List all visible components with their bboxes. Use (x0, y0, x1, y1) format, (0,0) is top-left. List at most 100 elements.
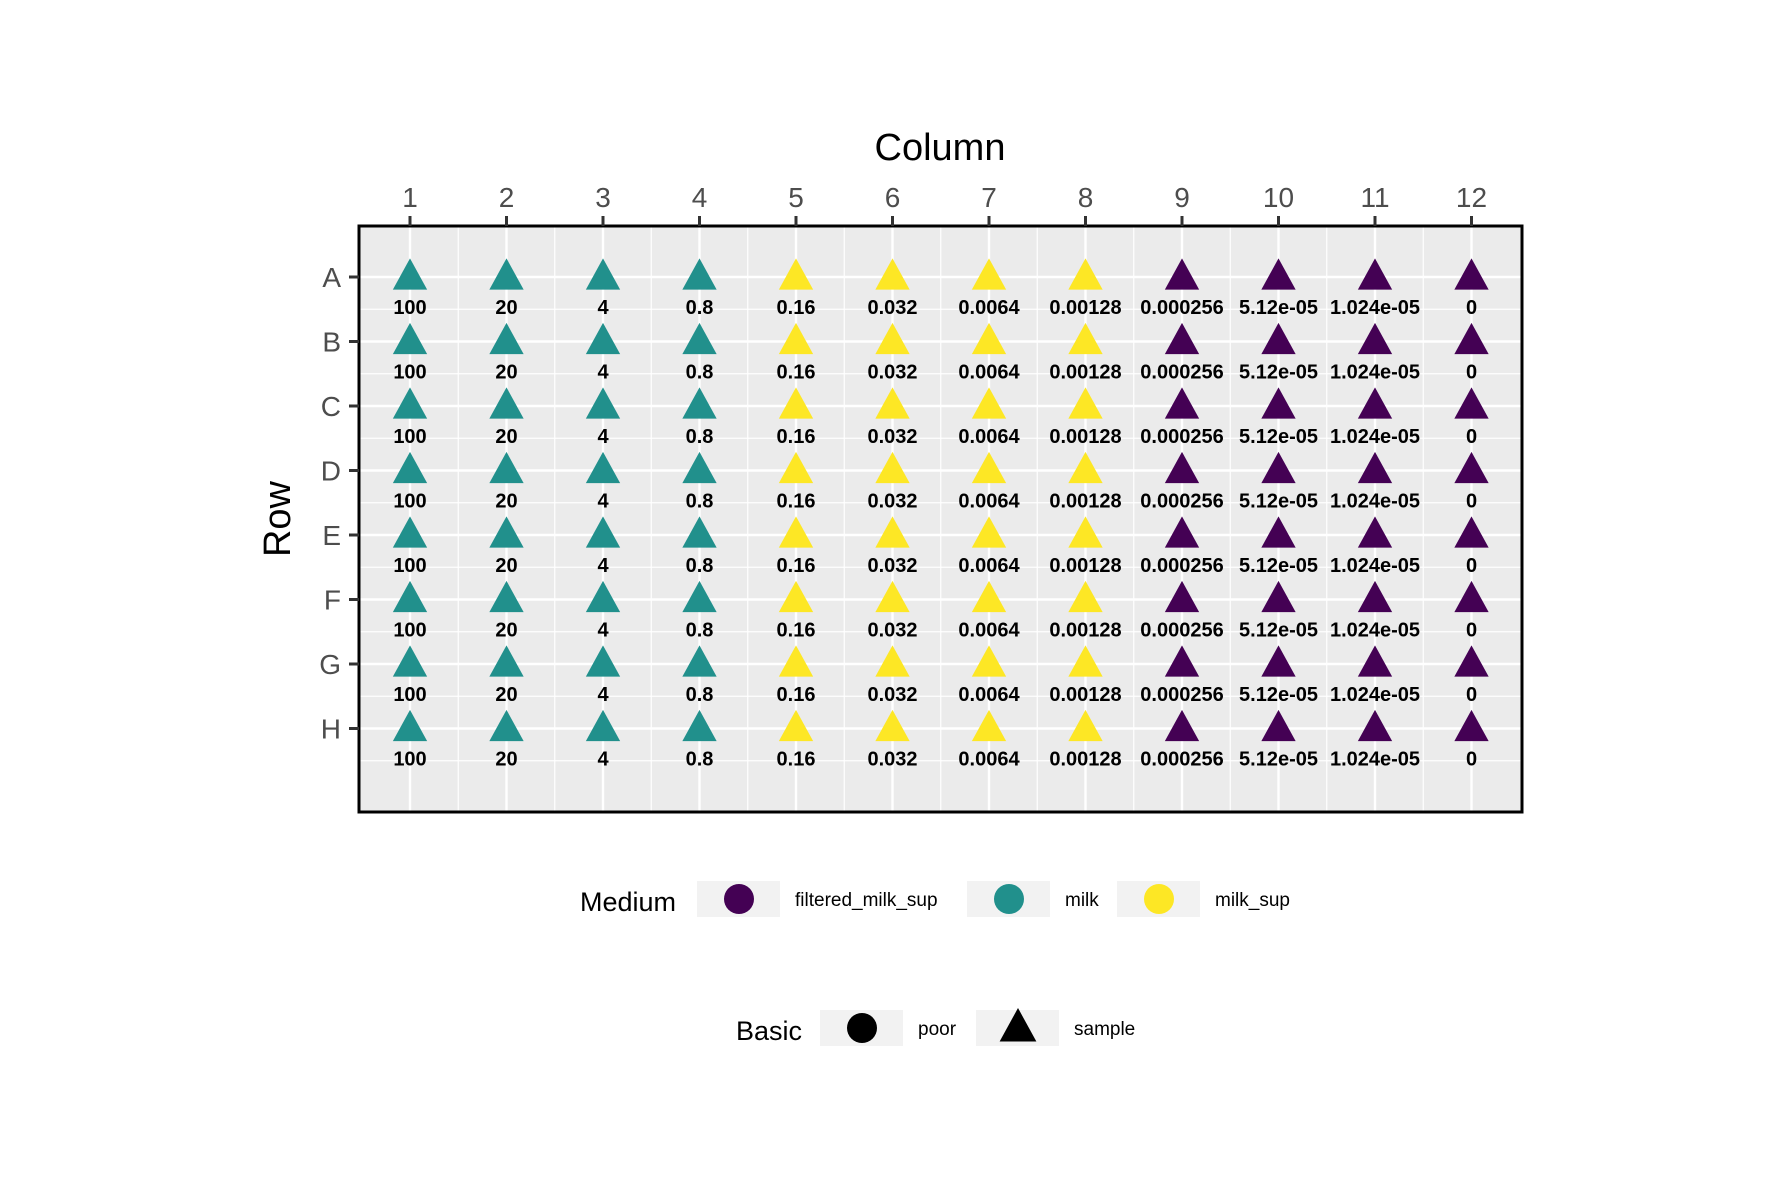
well-label-F11: 1.024e-05 (1330, 620, 1420, 642)
well-label-C9: 0.000256 (1140, 426, 1223, 448)
well-marker-E4 (682, 516, 717, 548)
x-tick-label: 2 (499, 182, 515, 213)
x-tick-label: 3 (595, 182, 611, 213)
well-marker-B2 (489, 322, 524, 355)
well-marker-E10 (1261, 516, 1296, 548)
well-label-E6: 0.032 (867, 555, 917, 577)
well-label-G7: 0.0064 (958, 684, 1020, 706)
x-tick-label: 12 (1456, 182, 1487, 213)
well-label-B9: 0.000256 (1140, 362, 1223, 384)
well-label-H6: 0.032 (867, 749, 917, 771)
well-marker-E8 (1068, 516, 1103, 548)
well-label-F1: 100 (393, 620, 426, 642)
well-label-G5: 0.16 (777, 684, 816, 706)
well-marker-F3 (585, 580, 621, 613)
well-marker-A3 (585, 258, 621, 290)
well-label-F7: 0.0064 (958, 620, 1020, 642)
well-label-B4: 0.8 (686, 362, 714, 384)
well-marker-B11 (1357, 322, 1393, 355)
well-marker-G3 (585, 645, 621, 677)
well-marker-B5 (778, 322, 814, 355)
well-label-D3: 4 (597, 491, 609, 513)
legend-key-sample (999, 1008, 1037, 1042)
well-marker-H4 (682, 709, 717, 742)
well-marker-H10 (1261, 709, 1296, 742)
well-label-H5: 0.16 (777, 749, 816, 771)
well-label-E9: 0.000256 (1140, 555, 1223, 577)
well-marker-G10 (1261, 645, 1296, 677)
well-marker-C12 (1454, 387, 1489, 419)
well-labels: 100 20 4 0.8 0.16 0.032 0.0064 0.00128 0.000256 5… (393, 297, 1477, 771)
well-marker-B9 (1164, 322, 1200, 355)
well-marker-E3 (585, 516, 621, 548)
well-label-B8: 0.00128 (1049, 362, 1121, 384)
well-label-G12: 0 (1466, 684, 1477, 706)
well-marker-D10 (1261, 451, 1296, 484)
well-marker-D8 (1068, 451, 1103, 484)
well-label-F6: 0.032 (867, 620, 917, 642)
well-label-B3: 4 (597, 362, 609, 384)
well-marker-C11 (1357, 387, 1393, 419)
well-marker-D12 (1454, 451, 1489, 484)
well-marker-C5 (778, 387, 814, 419)
well-marker-E2 (489, 516, 524, 548)
well-marker-C2 (489, 387, 524, 419)
well-label-H12: 0 (1466, 749, 1477, 771)
well-marker-E9 (1164, 516, 1200, 548)
well-marker-D1 (392, 451, 428, 484)
well-label-A12: 0 (1466, 297, 1477, 319)
well-marker-C3 (585, 387, 621, 419)
well-marker-B12 (1454, 322, 1489, 355)
well-label-E3: 4 (597, 555, 609, 577)
well-label-C2: 20 (495, 426, 517, 448)
well-label-D10: 5.12e-05 (1239, 491, 1318, 513)
well-marker-F7 (971, 580, 1007, 613)
well-label-G9: 0.000256 (1140, 684, 1223, 706)
well-label-A8: 0.00128 (1049, 297, 1121, 319)
x-tick-label: 7 (981, 182, 997, 213)
well-label-D2: 20 (495, 491, 517, 513)
well-label-F3: 4 (597, 620, 609, 642)
well-marker-D11 (1357, 451, 1393, 484)
well-label-C8: 0.00128 (1049, 426, 1121, 448)
x-axis-title: Column (875, 127, 1006, 169)
legend-medium: Medium filtered_milk_sup milk milk_sup (580, 881, 1290, 917)
well-marker-E11 (1357, 516, 1393, 548)
legend-label-sample: sample (1074, 1019, 1135, 1040)
well-label-A9: 0.000256 (1140, 297, 1223, 319)
legend-medium-title: Medium (580, 887, 676, 917)
legend-basic: Basic poor sample (736, 1008, 1135, 1046)
well-label-H1: 100 (393, 749, 426, 771)
well-label-A4: 0.8 (686, 297, 714, 319)
x-tick-label: 1 (402, 182, 418, 213)
well-label-D7: 0.0064 (958, 491, 1020, 513)
x-tick-label: 9 (1174, 182, 1190, 213)
well-label-F8: 0.00128 (1049, 620, 1121, 642)
well-marker-H3 (585, 709, 621, 742)
well-marker-F5 (778, 580, 814, 613)
well-label-E10: 5.12e-05 (1239, 555, 1318, 577)
well-label-C10: 5.12e-05 (1239, 426, 1318, 448)
well-label-F12: 0 (1466, 620, 1477, 642)
well-label-B2: 20 (495, 362, 517, 384)
well-marker-B10 (1261, 322, 1296, 355)
well-marker-F10 (1261, 580, 1296, 613)
well-label-F2: 20 (495, 620, 517, 642)
well-marker-H11 (1357, 709, 1393, 742)
well-label-B10: 5.12e-05 (1239, 362, 1318, 384)
y-tick-label: E (322, 520, 341, 551)
legend-key-poor (847, 1013, 877, 1043)
well-marker-G8 (1068, 645, 1103, 677)
well-marker-G2 (489, 645, 524, 677)
well-marker-C6 (875, 387, 910, 419)
well-label-H7: 0.0064 (958, 749, 1020, 771)
well-marker-H6 (875, 709, 910, 742)
well-label-C4: 0.8 (686, 426, 714, 448)
well-label-G6: 0.032 (867, 684, 917, 706)
y-tick-label: F (324, 585, 341, 616)
y-axis-title: Row (257, 480, 299, 557)
well-marker-D3 (585, 451, 621, 484)
well-marker-F8 (1068, 580, 1103, 613)
well-marker-B8 (1068, 322, 1103, 355)
